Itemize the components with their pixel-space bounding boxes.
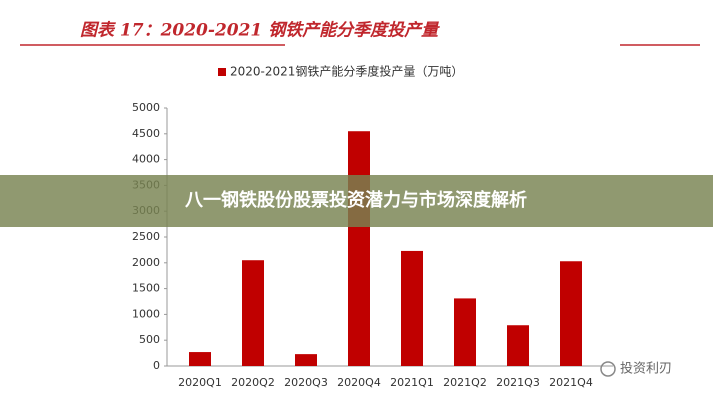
y-tick-label: 0 (153, 359, 160, 372)
y-tick-label: 4000 (132, 153, 160, 166)
bar (295, 354, 317, 366)
bar (401, 250, 423, 366)
banner-text: 八一钢铁股份股票投资潜力与市场深度解析 (185, 189, 527, 211)
x-tick-label: 2020Q1 (178, 376, 222, 389)
watermark-icon (600, 361, 616, 377)
figure-title: 图表 17：2020-2021 钢铁产能分季度投产量 (80, 21, 440, 41)
x-tick-label: 2021Q4 (549, 376, 593, 389)
x-tick-label: 2020Q3 (284, 376, 328, 389)
y-tick-label: 1500 (132, 282, 160, 295)
x-tick-label: 2020Q4 (337, 376, 381, 389)
x-tick-label: 2021Q1 (390, 376, 434, 389)
bar (189, 352, 211, 366)
x-tick-label: 2021Q2 (443, 376, 487, 389)
banner (0, 175, 713, 227)
bar (560, 261, 582, 366)
x-tick-label: 2020Q2 (231, 376, 275, 389)
watermark: 投资利刃 (620, 361, 672, 377)
bar (242, 260, 264, 366)
bar (348, 131, 370, 366)
x-tick-label: 2021Q3 (496, 376, 540, 389)
y-tick-label: 4500 (132, 127, 160, 140)
y-tick-label: 500 (139, 333, 160, 346)
bar (454, 298, 476, 366)
legend-swatch (218, 68, 226, 76)
y-tick-label: 2000 (132, 256, 160, 269)
legend-label: 2020-2021钢铁产能分季度投产量（万吨） (230, 64, 463, 79)
y-tick-label: 2500 (132, 230, 160, 243)
y-tick-label: 1000 (132, 307, 160, 320)
bar (507, 325, 529, 366)
y-tick-label: 5000 (132, 101, 160, 114)
